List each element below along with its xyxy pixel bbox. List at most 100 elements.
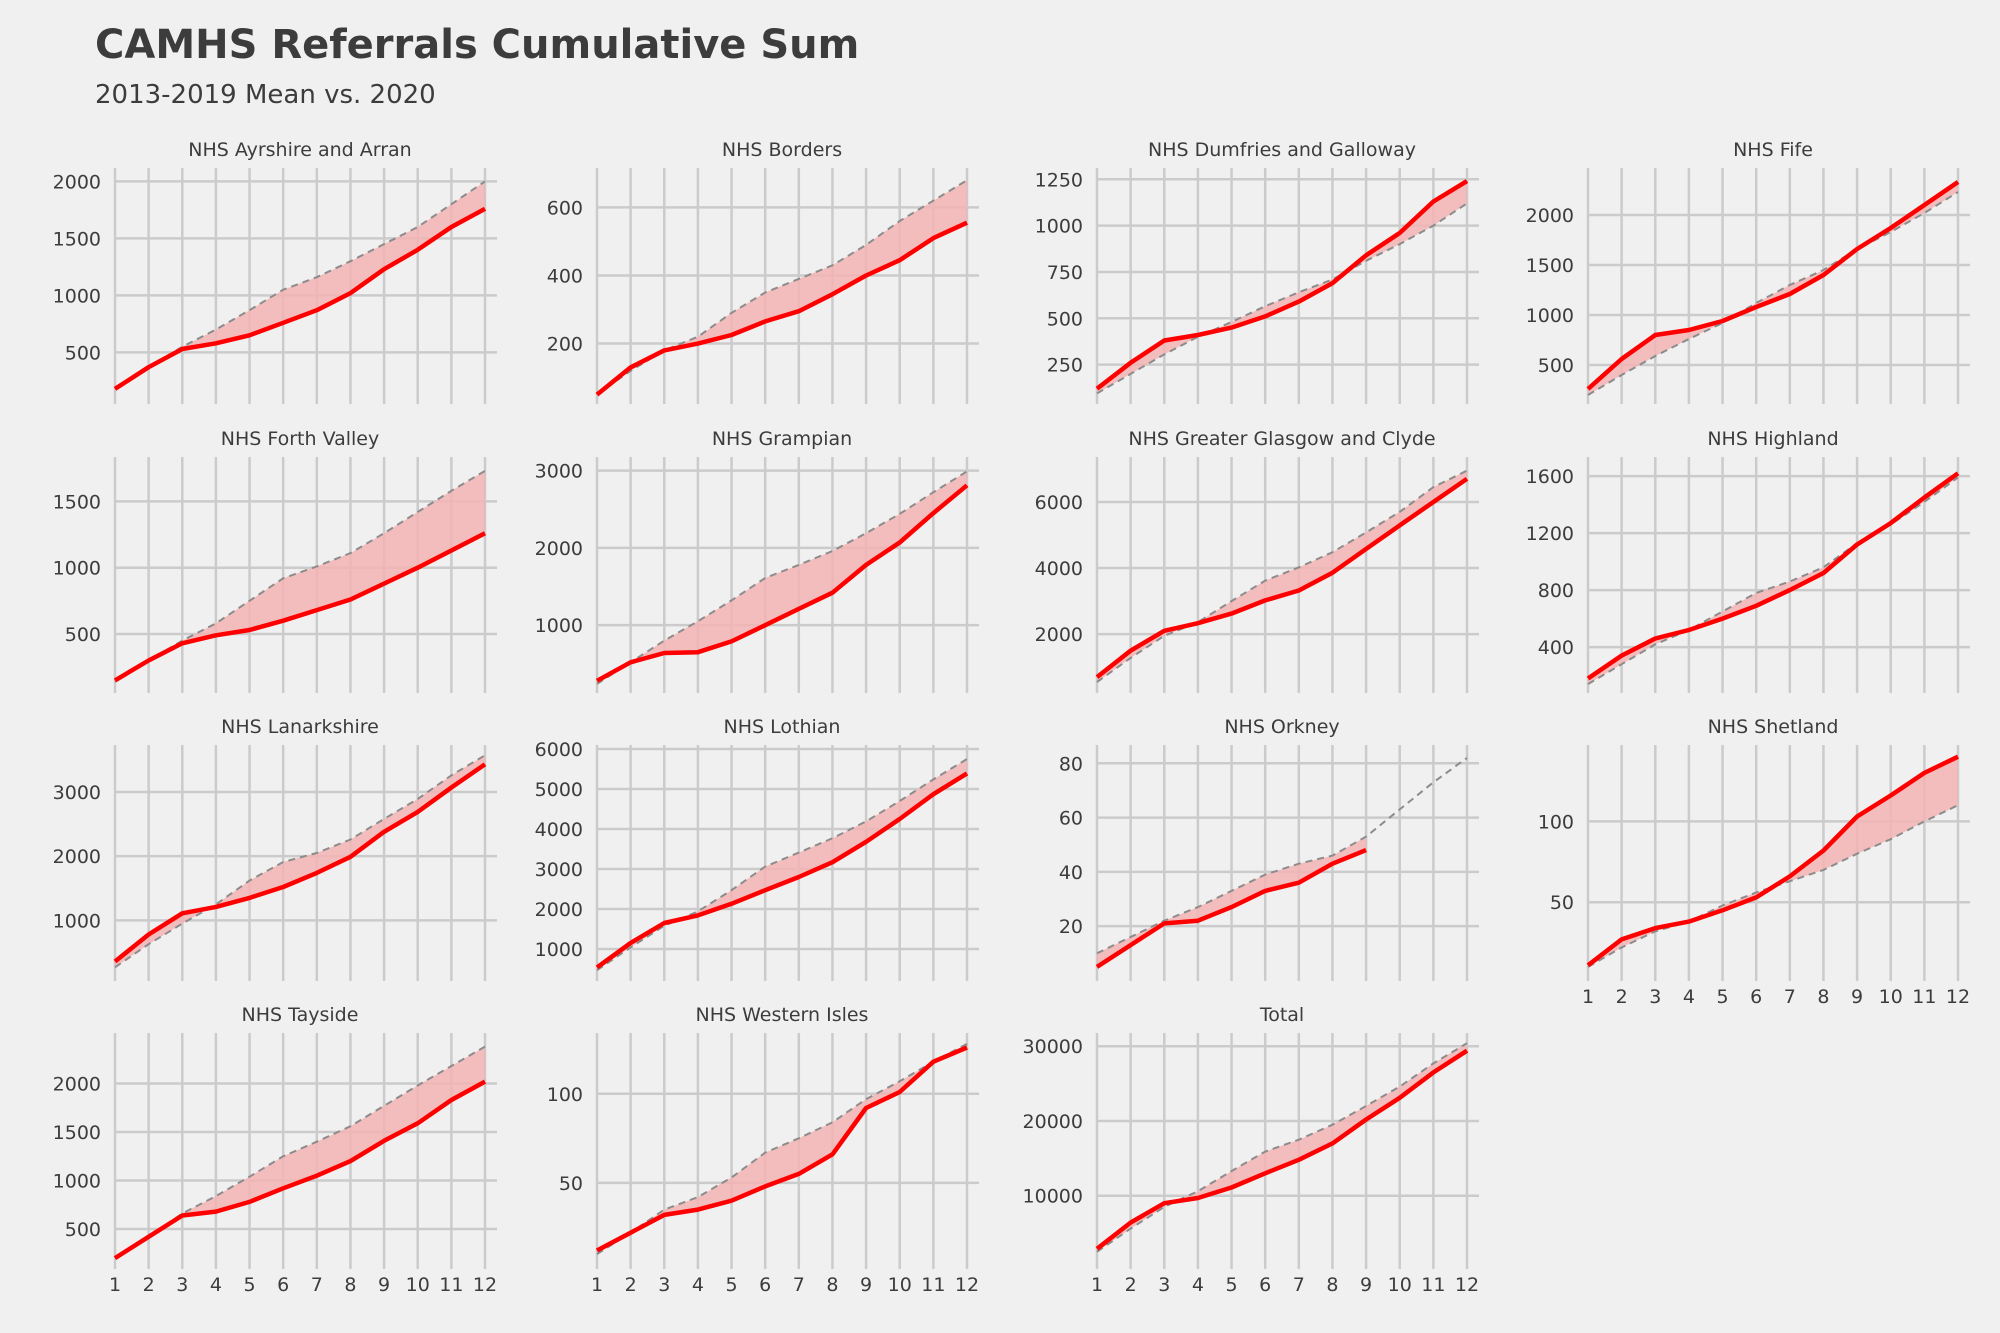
y-tick-label: 500 [65, 1219, 101, 1241]
actual-series-line [1095, 179, 1469, 391]
y-tick-label: 3000 [535, 461, 583, 483]
chart-subtitle: 2013-2019 Mean vs. 2020 [95, 80, 436, 110]
x-tick-label: 7 [311, 1274, 323, 1296]
x-tick-label: 2 [143, 1274, 155, 1296]
x-tick-label: 6 [1259, 1274, 1271, 1296]
x-tick-label: 5 [1225, 1274, 1237, 1296]
y-tick-label: 3000 [535, 859, 583, 881]
actual-series-line [1586, 471, 1960, 681]
y-tick-label: 800 [1538, 580, 1574, 602]
x-tick-label: 1 [1582, 986, 1594, 1008]
y-tick-label: 400 [1538, 637, 1574, 659]
actual-series-line [113, 762, 487, 964]
y-tick-label: 1000 [535, 939, 583, 961]
x-tick-label: 6 [759, 1274, 771, 1296]
difference-area [115, 470, 485, 682]
x-tick-label: 12 [1946, 986, 1970, 1008]
mean-series-line [1096, 202, 1468, 395]
y-tick-label: 100 [547, 1084, 583, 1106]
y-tick-label: 50 [559, 1173, 583, 1195]
y-tick-label: 6000 [1035, 492, 1083, 514]
y-tick-label: 2000 [1035, 624, 1083, 646]
y-tick-label: 60 [1059, 808, 1083, 830]
panel-title: NHS Dumfries and Galloway [1148, 139, 1416, 161]
x-tick-label: 9 [860, 1274, 872, 1296]
y-tick-label: 30000 [1023, 1036, 1083, 1058]
mean-series-line [596, 758, 968, 972]
panel: NHS Forth Valley 500 1000 1500 [53, 428, 497, 693]
actual-series-line [595, 1045, 968, 1253]
x-tick-label: 2 [625, 1274, 637, 1296]
y-tick-label: 1000 [1526, 305, 1574, 327]
panel: NHS Borders 200 400 600 [547, 139, 979, 404]
y-tick-label: 600 [547, 197, 583, 219]
panel-title: NHS Western Isles [696, 1004, 869, 1026]
x-tick-label: 8 [1817, 986, 1829, 1008]
actual-series-line [1586, 180, 1960, 391]
mean-series-line [1587, 476, 1959, 685]
y-tick-label: 400 [547, 265, 583, 287]
x-tick-label: 10 [1388, 1274, 1412, 1296]
mean-series-line [114, 754, 486, 969]
difference-area [597, 180, 967, 395]
difference-area [1097, 181, 1467, 394]
mean-series-line [1096, 469, 1468, 683]
x-tick-label: 5 [725, 1274, 737, 1296]
difference-area [1588, 182, 1958, 395]
y-tick-label: 500 [1538, 355, 1574, 377]
panel-title: NHS Shetland [1708, 716, 1839, 738]
panel: NHS Grampian 1000 2000 3000 [535, 428, 979, 693]
x-tick-label: 1 [109, 1274, 121, 1296]
y-tick-label: 20 [1059, 916, 1083, 938]
x-tick-label: 10 [888, 1274, 912, 1296]
panel: NHS Dumfries and Galloway 250 500 750 1000 12… [1035, 139, 1479, 404]
mean-series-line [1096, 757, 1468, 955]
y-tick-label: 2000 [535, 538, 583, 560]
y-tick-label: 2000 [53, 171, 101, 193]
x-tick-label: 8 [1326, 1274, 1338, 1296]
panel: NHS Ayrshire and Arran 500 1000 1500 2000 [53, 139, 497, 404]
difference-area [115, 755, 485, 968]
x-tick-label: 9 [378, 1274, 390, 1296]
y-tick-label: 2000 [53, 846, 101, 868]
y-tick-label: 750 [1047, 262, 1083, 284]
panel: NHS Lothian 1000 2000 3000 4000 5000 6000 [535, 716, 979, 981]
actual-series-line [595, 220, 968, 397]
mean-series-line [1096, 1042, 1468, 1253]
panel-title: NHS Highland [1707, 428, 1838, 450]
panel-title: NHS Lothian [724, 716, 841, 738]
y-tick-label: 500 [65, 624, 101, 646]
mean-series-line [596, 1043, 968, 1255]
panel-title: Total [1259, 1004, 1304, 1026]
y-tick-label: 2000 [53, 1074, 101, 1096]
difference-area [115, 1046, 485, 1259]
x-tick-label: 2 [1125, 1274, 1137, 1296]
x-tick-label: 11 [439, 1274, 463, 1296]
panel: NHS Highland 400 800 1200 1600 [1526, 428, 1970, 693]
x-tick-label: 6 [1750, 986, 1762, 1008]
panel: NHS Orkney 20 40 60 80 [1059, 716, 1479, 981]
panel-title: NHS Greater Glasgow and Clyde [1128, 428, 1435, 450]
x-tick-label: 7 [1293, 1274, 1305, 1296]
panel-title: NHS Borders [722, 139, 842, 161]
y-tick-label: 100 [1538, 811, 1574, 833]
panel-title: NHS Ayrshire and Arran [188, 139, 411, 161]
chart-title: CAMHS Referrals Cumulative Sum [95, 22, 860, 68]
panel-title: NHS Lanarkshire [221, 716, 379, 738]
y-tick-label: 1600 [1526, 466, 1574, 488]
y-tick-label: 1500 [53, 1122, 101, 1144]
x-tick-label: 4 [1192, 1274, 1204, 1296]
y-tick-label: 1000 [535, 615, 583, 637]
y-tick-label: 1500 [1526, 255, 1574, 277]
y-tick-label: 5000 [535, 779, 583, 801]
x-tick-label: 11 [921, 1274, 945, 1296]
x-tick-label: 4 [1683, 986, 1695, 1008]
x-tick-label: 12 [473, 1274, 497, 1296]
x-tick-label: 12 [1455, 1274, 1479, 1296]
actual-series-line [113, 1079, 487, 1261]
actual-series-line [595, 771, 969, 970]
x-tick-label: 5 [1716, 986, 1728, 1008]
